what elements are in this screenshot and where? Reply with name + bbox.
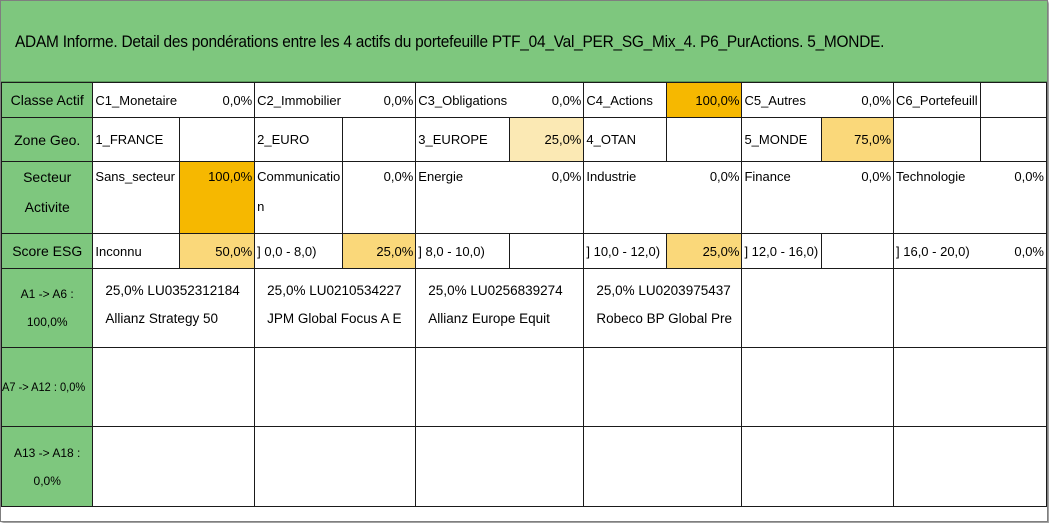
asset-cell-3: 25,0% LU0256839274 Allianz Europe Equit [415, 268, 585, 348]
secteur-name-1: Sans_secteur [92, 161, 180, 234]
secteur-name-4: Industrie [583, 161, 667, 234]
asset-cell-7 [92, 347, 256, 427]
classe-value-2: 0,0% [342, 82, 417, 118]
secteur-value-2: 0,0% [342, 161, 417, 234]
zone-name-3: 3_EUROPE [415, 117, 510, 162]
row-classe-actif: Classe Actif C1_Monetaire 0,0% C2_Immobi… [1, 82, 1047, 118]
secteur-value-3: 0,0% [509, 161, 585, 234]
classe-name-4: C4_Actions [583, 82, 667, 118]
zone-name-5: 5_MONDE [741, 117, 822, 162]
esg-name-3: ] 8,0 - 10,0) [415, 233, 510, 269]
group-3-label-line2: 0,0% [33, 473, 61, 488]
asset-cell-9 [415, 347, 585, 427]
classe-name-6: C6_Portefeuill [893, 82, 981, 118]
group-label-a13-a18: A13 -> A18 : 0,0% [1, 426, 94, 507]
classe-name-3: C3_Obligations [415, 82, 510, 118]
classe-value-6 [979, 82, 1047, 118]
esg-name-4: ] 10,0 - 12,0) [583, 233, 667, 269]
row-group-a1-a6: A1 -> A6 : 100,0% 25,0% LU0352312184 All… [1, 268, 1047, 348]
esg-name-6: ] 16,0 - 20,0) [893, 233, 981, 269]
title-bar: ADAM Informe. Detail des pondérations en… [1, 1, 1047, 82]
classe-name-2: C2_Immobilier [254, 82, 343, 118]
asset-cell-13 [92, 426, 256, 507]
asset-cell-10 [583, 347, 743, 427]
asset-3-weight-isin: 25,0% LU0256839274 [428, 283, 563, 298]
zone-value-2 [342, 117, 417, 162]
group-3-label-line1: A13 -> A18 : [14, 445, 81, 460]
secteur-value-1: 100,0% [178, 161, 256, 234]
group-2-label-line1: A7 -> A12 : 0,0% [2, 380, 86, 394]
asset-4-name: Robeco BP Global Pre [596, 311, 732, 326]
asset-1-weight-isin: 25,0% LU0352312184 [105, 283, 240, 298]
asset-cell-14 [254, 426, 417, 507]
secteur-value-5: 0,0% [821, 161, 895, 234]
classe-name-1: C1_Monetaire [92, 82, 180, 118]
row-group-a13-a18: A13 -> A18 : 0,0% [1, 426, 1047, 507]
secteur-name-2: Communication [254, 161, 344, 234]
row-zone-geo: Zone Geo. 1_FRANCE 2_EURO 3_EUROPE 25,0%… [1, 117, 1047, 162]
asset-cell-12 [893, 347, 1047, 427]
esg-name-2: ] 0,0 - 8,0) [254, 233, 343, 269]
row-label-secteur: Secteur Activite [1, 161, 94, 234]
asset-cell-2: 25,0% LU0210534227 JPM Global Focus A E [254, 268, 417, 348]
zone-value-4 [665, 117, 743, 162]
esg-value-1: 50,0% [178, 233, 256, 269]
group-label-a7-a12: A7 -> A12 : 0,0% [1, 347, 94, 427]
esg-name-5: ] 12,0 - 16,0) [741, 233, 823, 269]
group-label-a1-a6: A1 -> A6 : 100,0% [1, 268, 94, 348]
classe-value-3: 0,0% [509, 82, 585, 118]
asset-1-name: Allianz Strategy 50 [105, 311, 218, 326]
secteur-value-4: 0,0% [666, 161, 743, 234]
zone-value-3: 25,0% [508, 117, 585, 162]
asset-cell-18 [893, 426, 1047, 507]
asset-3-name: Allianz Europe Equit [428, 311, 550, 326]
asset-cell-5 [741, 268, 895, 348]
zone-value-6 [979, 117, 1047, 162]
asset-cell-15 [415, 426, 585, 507]
classe-value-5: 0,0% [821, 82, 895, 118]
secteur-label-line1: Secteur [23, 169, 72, 185]
secteur-name-3: Energie [415, 161, 510, 234]
row-score-esg: Score ESG Inconnu 50,0% ] 0,0 - 8,0) 25,… [1, 233, 1047, 269]
row-label-zone-geo: Zone Geo. [1, 117, 94, 162]
esg-value-5 [821, 233, 895, 269]
classe-name-5: C5_Autres [741, 82, 822, 118]
secteur-name-5: Finance [741, 161, 822, 234]
asset-cell-11 [741, 347, 895, 427]
asset-cell-17 [741, 426, 895, 507]
asset-4-weight-isin: 25,0% LU0203975437 [596, 283, 731, 298]
secteur-value-6: 0,0% [980, 161, 1047, 234]
asset-2-name: JPM Global Focus A E [267, 311, 402, 326]
asset-2-weight-isin: 25,0% LU0210534227 [267, 283, 402, 298]
secteur-label-line2: Activite [24, 199, 70, 215]
weights-table: Classe Actif C1_Monetaire 0,0% C2_Immobi… [1, 82, 1047, 507]
asset-cell-1: 25,0% LU0352312184 Allianz Strategy 50 [92, 268, 256, 348]
row-group-a7-a12: A7 -> A12 : 0,0% [1, 347, 1047, 427]
zone-name-6 [893, 117, 981, 162]
zone-name-1: 1_FRANCE [92, 117, 180, 162]
classe-value-1: 0,0% [179, 82, 256, 118]
zone-name-4: 4_OTAN [583, 117, 667, 162]
zone-name-2: 2_EURO [254, 117, 344, 162]
asset-cell-8 [254, 347, 417, 427]
asset-cell-4: 25,0% LU0203975437 Robeco BP Global Pre [583, 268, 743, 348]
classe-value-4: 100,0% [665, 82, 743, 118]
esg-value-4: 25,0% [665, 233, 743, 269]
asset-cell-6 [893, 268, 1047, 348]
esg-name-1: Inconnu [92, 233, 180, 269]
esg-value-6: 0,0% [980, 233, 1047, 269]
row-label-classe-actif: Classe Actif [1, 82, 94, 118]
zone-value-1 [178, 117, 256, 162]
group-1-label-line2: 100,0% [26, 315, 68, 329]
esg-value-3 [508, 233, 585, 269]
row-label-score-esg: Score ESG [1, 233, 94, 269]
secteur-name-6: Technologie [893, 161, 981, 234]
zone-value-5: 75,0% [821, 117, 895, 162]
report-title: ADAM Informe. Detail des pondérations en… [15, 33, 885, 51]
group-1-label-line1: A1 -> A6 : [20, 287, 74, 301]
row-secteur: Secteur Activite Sans_secteur 100,0% Com… [1, 161, 1047, 234]
esg-value-2: 25,0% [342, 233, 417, 269]
asset-cell-16 [583, 426, 743, 507]
